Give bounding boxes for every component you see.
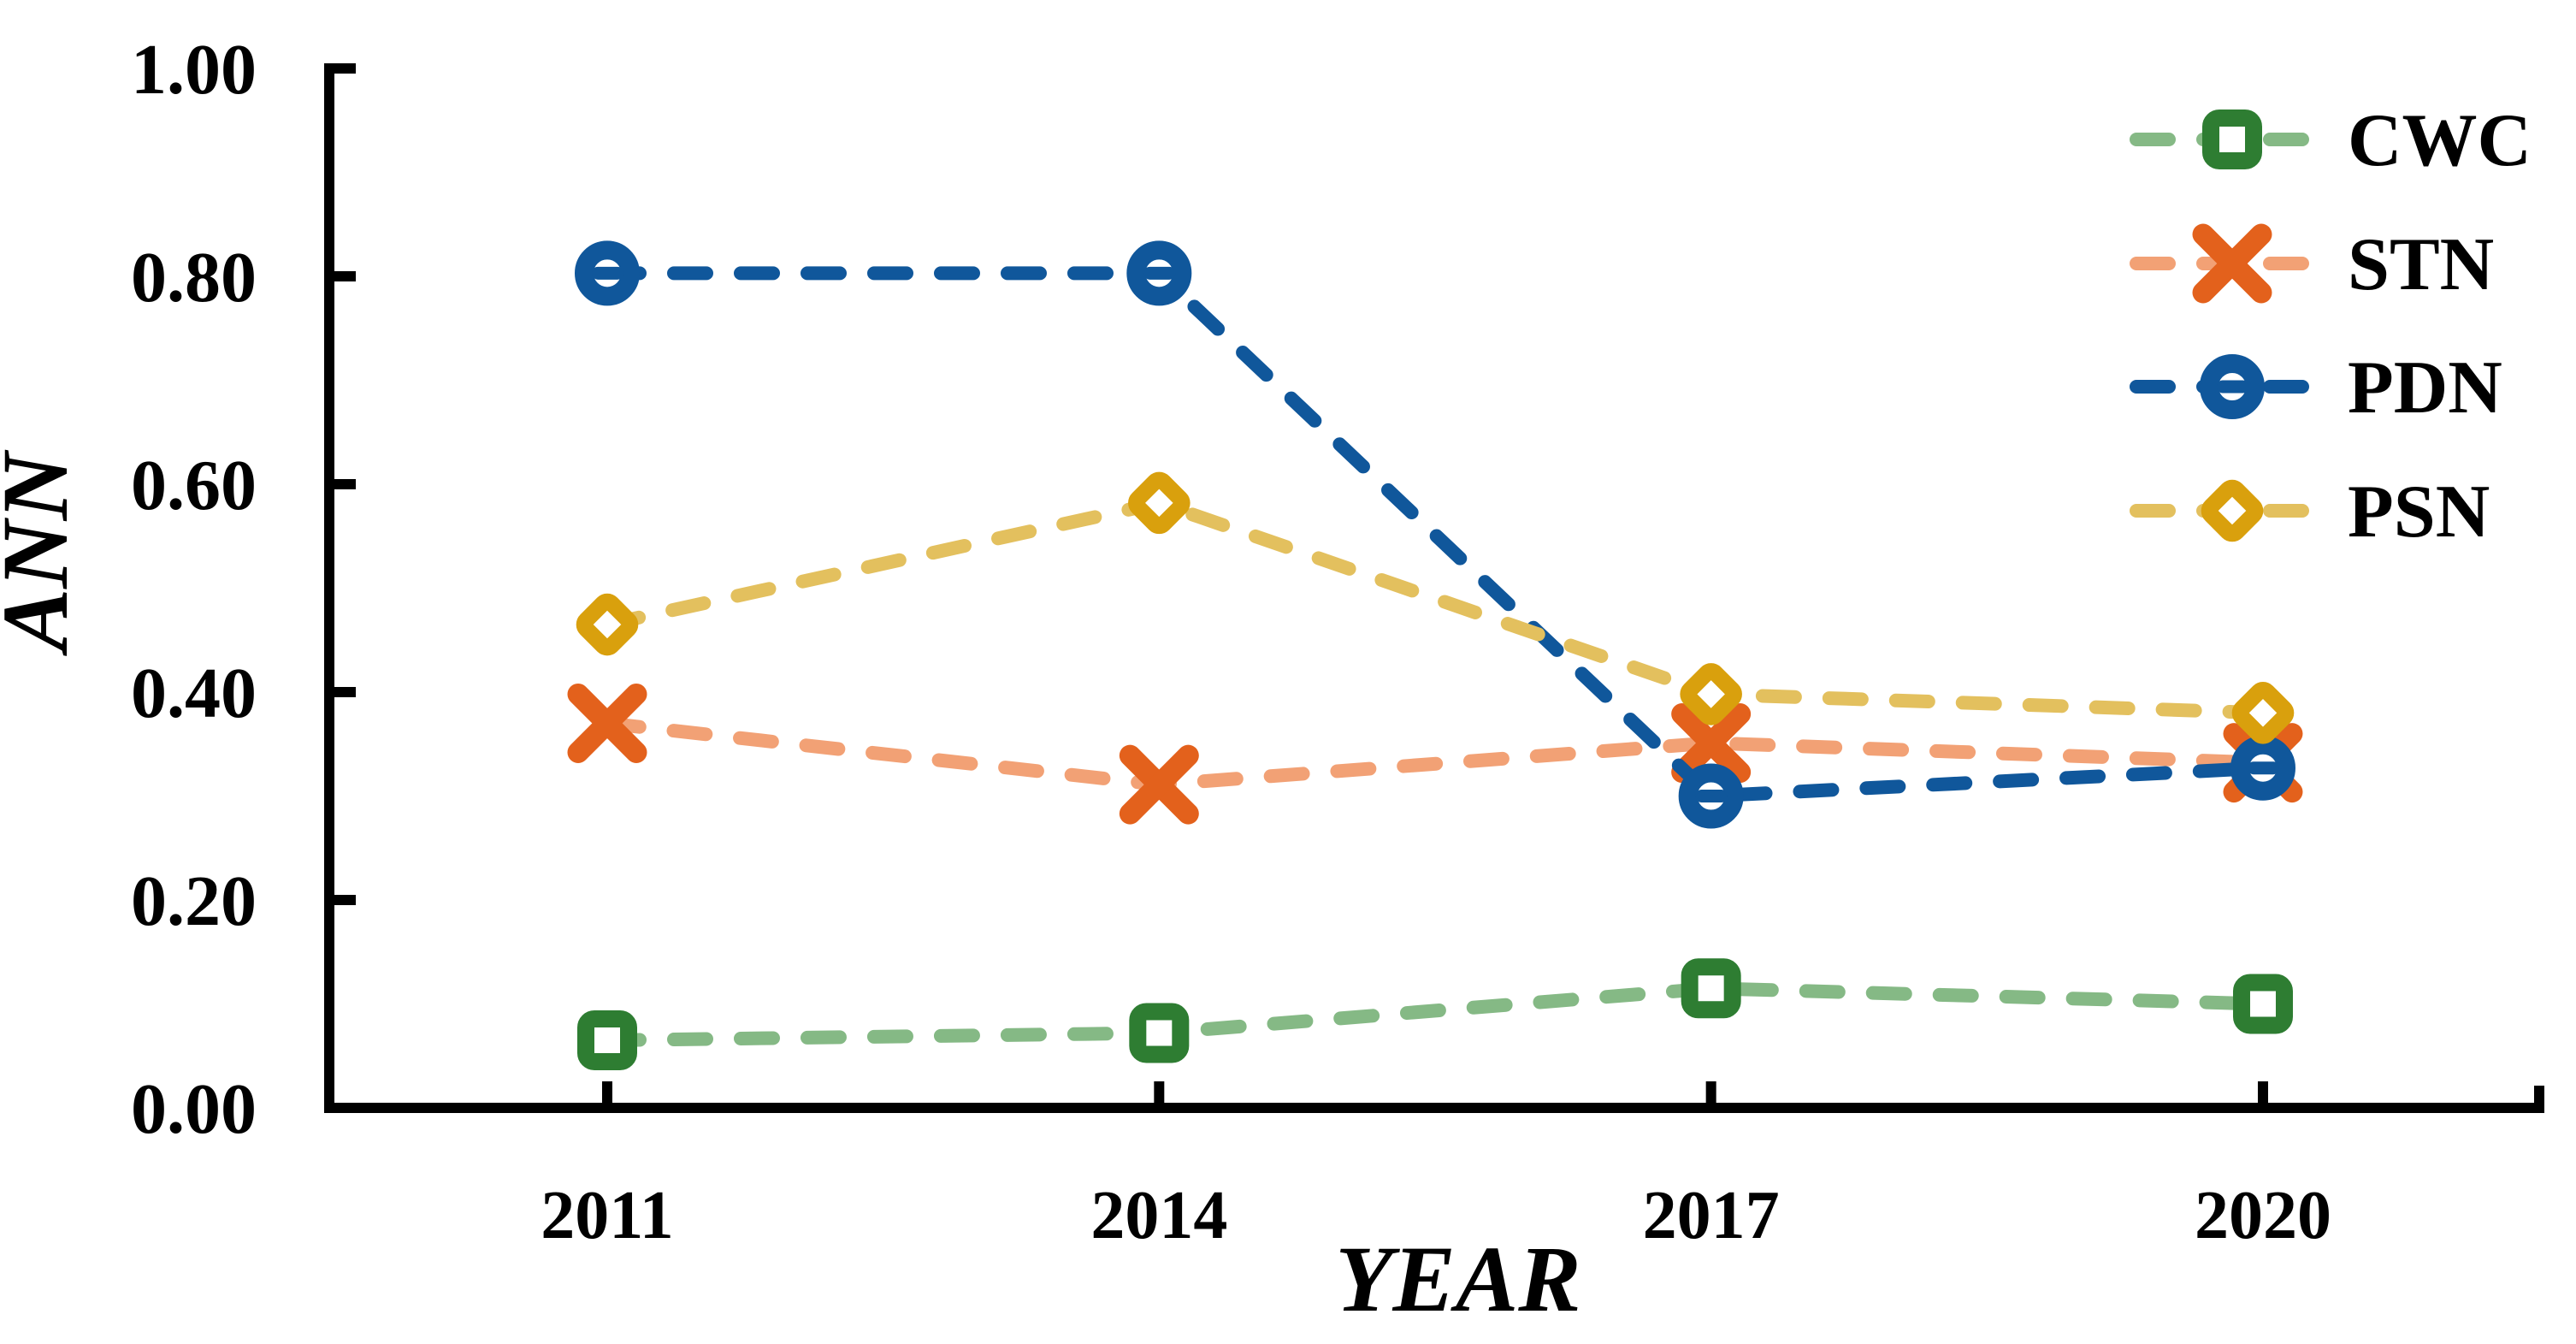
square-marker-icon <box>1129 1003 1190 1063</box>
circle-marker-dash-icon <box>2247 761 2279 775</box>
legend-item-stn: STN <box>2130 223 2494 306</box>
series-line-cwc <box>600 981 2270 1047</box>
y-tick-label: 0.00 <box>131 1069 257 1149</box>
axis-titles-layer: ANN YEAR <box>0 449 1581 1331</box>
marker-pdn-2011 <box>575 240 640 306</box>
legend-item-cwc: CWC <box>2130 99 2532 182</box>
x-tick-label: 2017 <box>1643 1178 1780 1253</box>
legend-label: STN <box>2348 223 2494 306</box>
series-line-psn <box>600 495 2270 720</box>
y-tick-label: 0.80 <box>131 238 257 317</box>
legend: CWC STN PDN PSN <box>2130 99 2532 554</box>
y-tick-label: 1.00 <box>131 30 257 110</box>
diamond-marker-icon <box>2231 682 2295 744</box>
x-marker-icon <box>2192 223 2272 304</box>
x-axis-title: YEAR <box>1335 1227 1580 1331</box>
marker-psn-2020 <box>2231 682 2295 744</box>
marker-cwc-2014 <box>1129 1003 1190 1063</box>
diamond-marker-icon <box>576 593 639 656</box>
marker-pdn-2017 <box>1678 763 1744 829</box>
circle-marker-dash-icon <box>1695 790 1728 802</box>
marker-pdn-2014 <box>1126 240 1192 306</box>
square-marker-icon <box>577 1010 637 1071</box>
legend-label: PDN <box>2348 346 2502 429</box>
y-tick-label: 0.40 <box>131 654 257 733</box>
circle-marker-dash-icon <box>592 266 623 280</box>
marker-pdn-2020 <box>2230 735 2295 801</box>
diamond-marker-icon <box>2201 479 2264 542</box>
y-tick-label: 0.20 <box>131 861 257 941</box>
square-marker-icon <box>2232 974 2293 1034</box>
series-layer <box>567 240 2303 1071</box>
legend-label: CWC <box>2348 99 2532 182</box>
marker-stn-2011 <box>567 683 647 763</box>
series-line-stn <box>600 716 2270 792</box>
legend-marker-psn <box>2201 479 2264 542</box>
y-axis-title: ANN <box>0 449 87 656</box>
square-marker-icon <box>1681 958 1741 1019</box>
marker-psn-2017 <box>1680 663 1742 725</box>
circle-marker-dash-icon <box>2217 380 2248 394</box>
legend-label: PSN <box>2348 471 2490 554</box>
axes-layer: 0.00 0.20 0.40 0.60 0.80 1.00 2011 2014 2017 2020 <box>131 30 2544 1253</box>
marker-cwc-2020 <box>2232 974 2293 1034</box>
legend-item-pdn: PDN <box>2130 346 2502 429</box>
y-tick-label: 0.60 <box>131 446 257 525</box>
diamond-marker-icon <box>1680 663 1742 725</box>
marker-cwc-2017 <box>1681 958 1741 1019</box>
diamond-marker-icon <box>1128 471 1191 535</box>
circle-marker-dash-icon <box>1143 266 1176 280</box>
legend-marker-pdn <box>2200 354 2265 419</box>
legend-marker-cwc <box>2202 110 2262 169</box>
series-line-pdn <box>600 266 2270 803</box>
x-marker-icon <box>1119 744 1199 825</box>
marker-psn-2011 <box>576 593 639 656</box>
marker-psn-2014 <box>1128 471 1191 535</box>
marker-cwc-2011 <box>577 1010 637 1071</box>
marker-stn-2017 <box>1671 703 1752 784</box>
x-tick-label: 2020 <box>2195 1178 2331 1253</box>
square-marker-icon <box>2202 110 2262 169</box>
legend-marker-stn <box>2192 223 2272 304</box>
x-marker-icon <box>567 683 647 763</box>
x-tick-label: 2011 <box>541 1178 674 1253</box>
x-marker-icon <box>1671 703 1752 784</box>
legend-item-psn: PSN <box>2130 471 2490 554</box>
marker-stn-2014 <box>1119 744 1199 825</box>
x-tick-label: 2014 <box>1090 1178 1227 1253</box>
